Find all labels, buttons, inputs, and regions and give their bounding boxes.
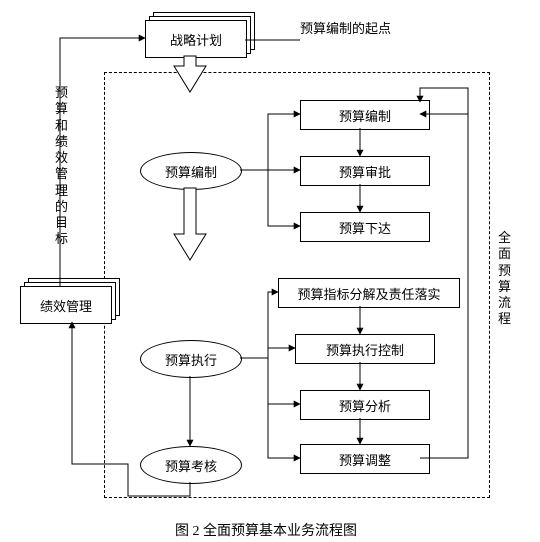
budget-evaluation-label: 预算考核 — [165, 456, 217, 475]
box-budget-control-label: 预算执行控制 — [326, 340, 404, 359]
strategic-plan-label: 战略计划 — [170, 30, 222, 49]
performance-mgmt-label: 绩效管理 — [40, 296, 92, 315]
box-budget-approve-label: 预算审批 — [339, 162, 391, 181]
budget-execution-ellipse: 预算执行 — [140, 340, 242, 378]
box-budget-prep-label: 预算编制 — [339, 106, 391, 125]
figure-caption: 图 2 全面预算基本业务流程图 — [175, 520, 357, 540]
left-vertical-label: 预算和绩效管理的目标 — [55, 85, 68, 248]
performance-mgmt-doc: 绩效管理 — [20, 286, 110, 322]
box-budget-issue-label: 预算下达 — [339, 218, 391, 237]
box-budget-analysis-label: 预算分析 — [339, 396, 391, 415]
box-budget-decompose-label: 预算指标分解及责任落实 — [297, 284, 440, 303]
box-budget-adjust: 预算调整 — [300, 444, 430, 474]
box-budget-approve: 预算审批 — [300, 156, 430, 186]
box-budget-control: 预算执行控制 — [295, 334, 435, 364]
box-budget-decompose: 预算指标分解及责任落实 — [278, 278, 460, 308]
box-budget-adjust-label: 预算调整 — [339, 450, 391, 469]
box-budget-issue: 预算下达 — [300, 212, 430, 242]
budget-preparation-ellipse: 预算编制 — [140, 152, 242, 190]
strategic-plan-doc: 战略计划 — [145, 20, 245, 56]
budget-execution-label: 预算执行 — [165, 350, 217, 369]
right-vertical-label: 全面预算流程 — [498, 230, 511, 328]
top-label: 预算编制的起点 — [300, 18, 391, 37]
box-budget-prep: 预算编制 — [300, 100, 430, 130]
box-budget-analysis: 预算分析 — [300, 390, 430, 420]
budget-preparation-label: 预算编制 — [165, 162, 217, 181]
budget-evaluation-ellipse: 预算考核 — [140, 446, 242, 484]
